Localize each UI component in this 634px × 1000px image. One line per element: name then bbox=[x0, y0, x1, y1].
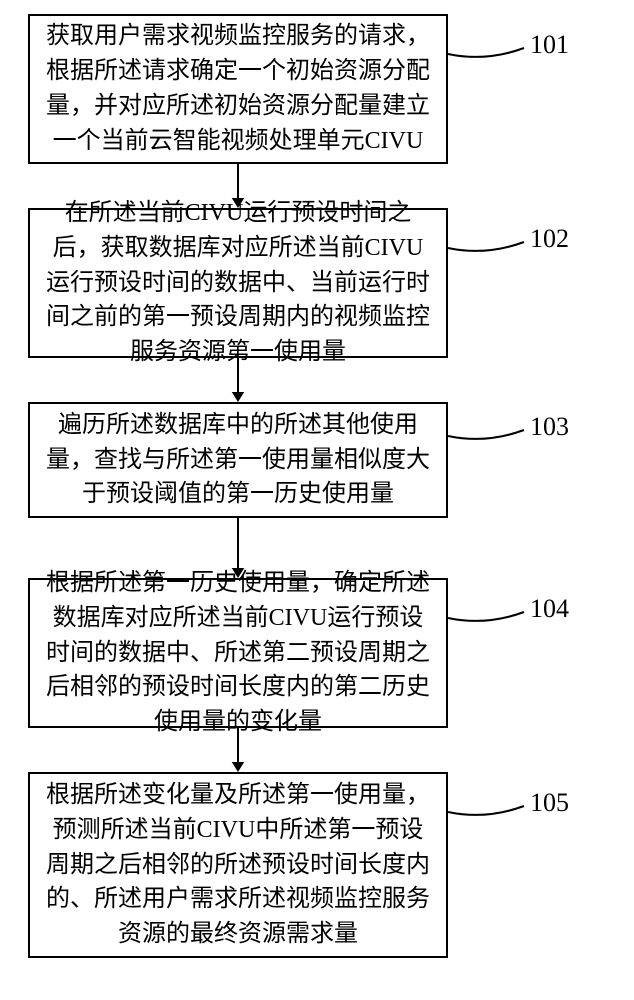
flowchart-step-102: 在所述当前CIVU运行预设时间之后，获取数据库对应所述当前CIVU运行预设时间的… bbox=[28, 208, 448, 358]
flowchart-step-104: 根据所述第一历史使用量，确定所述数据库对应所述当前CIVU运行预设时间的数据中、… bbox=[28, 578, 448, 728]
step-text: 根据所述第一历史使用量，确定所述数据库对应所述当前CIVU运行预设时间的数据中、… bbox=[42, 566, 434, 740]
step-label-105: 105 bbox=[530, 788, 569, 818]
flowchart-step-105: 根据所述变化量及所述第一使用量，预测所述当前CIVU中所述第一预设周期之后相邻的… bbox=[28, 772, 448, 958]
step-text: 在所述当前CIVU运行预设时间之后，获取数据库对应所述当前CIVU运行预设时间的… bbox=[42, 196, 434, 370]
step-label-102: 102 bbox=[530, 224, 569, 254]
flowchart-step-101: 获取用户需求视频监控服务的请求，根据所述请求确定一个初始资源分配量，并对应所述初… bbox=[28, 14, 448, 164]
step-label-103: 103 bbox=[530, 412, 569, 442]
step-text: 根据所述变化量及所述第一使用量，预测所述当前CIVU中所述第一预设周期之后相邻的… bbox=[42, 778, 434, 952]
step-label-104: 104 bbox=[530, 594, 569, 624]
leader-line bbox=[446, 232, 526, 272]
leader-line bbox=[446, 420, 526, 460]
flowchart-step-103: 遍历所述数据库中的所述其他使用量，查找与所述第一使用量相似度大于预设阈值的第一历… bbox=[28, 402, 448, 518]
leader-line bbox=[446, 38, 526, 78]
step-label-101: 101 bbox=[530, 30, 569, 60]
leader-line bbox=[446, 602, 526, 642]
step-text: 遍历所述数据库中的所述其他使用量，查找与所述第一使用量相似度大于预设阈值的第一历… bbox=[42, 408, 434, 512]
leader-line bbox=[446, 796, 526, 836]
step-text: 获取用户需求视频监控服务的请求，根据所述请求确定一个初始资源分配量，并对应所述初… bbox=[42, 19, 434, 158]
